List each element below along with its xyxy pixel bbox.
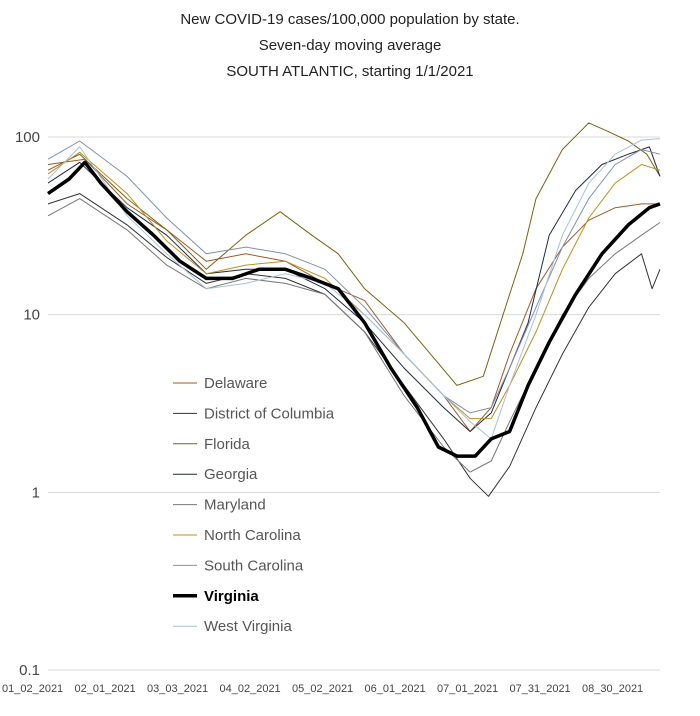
legend-label: District of Columbia [204,405,335,422]
x-tick-label: 07_31_2021 [510,683,571,695]
legend-label: Delaware [204,375,267,392]
y-tick-label: 0.1 [19,662,40,679]
legend: Delaware District of Columbia Florida Georg… [173,375,335,635]
y-tick-label: 10 [23,307,40,324]
title-line-2: Seven-day moving average [259,37,442,54]
series-line-north-carolina [47,151,661,420]
y-tick-label: 1 [32,484,40,501]
series-line-virginia [47,160,661,458]
y-axis: 0.1 1 10 100 [15,129,40,679]
x-tick-label: 01_02_2021 [2,683,63,695]
title-line-3: SOUTH ATLANTIC, starting 1/1/2021 [226,63,473,80]
legend-label: West Virginia [204,618,292,635]
series-line-maryland [47,198,661,473]
legend-label: Georgia [204,466,258,483]
x-tick-label: 04_02_2021 [220,683,281,695]
series-line-delaware [47,158,660,432]
title-line-1: New COVID-19 cases/100,000 population by… [180,11,519,28]
x-tick-label: 03_03_2021 [147,683,208,695]
y-tick-label: 100 [15,129,40,146]
series-lines [47,122,661,497]
series-line-florida [47,122,661,386]
series-line-south-carolina [47,140,661,414]
chart-title: New COVID-19 cases/100,000 population by… [180,11,519,80]
x-tick-label: 02_01_2021 [75,683,136,695]
x-tick-label: 05_02_2021 [292,683,353,695]
x-tick-label: 06_01_2021 [365,683,426,695]
legend-label: Virginia [204,588,259,605]
x-tick-label: 07_01_2021 [437,683,498,695]
gridlines [48,136,660,671]
legend-label: Florida [204,436,251,453]
series-line-georgia [47,146,661,432]
series-line-district-of-columbia [47,193,661,497]
legend-label: South Carolina [204,557,304,574]
legend-label: Maryland [204,497,266,514]
x-tick-label: 08_30_2021 [582,683,643,695]
x-axis: 01_02_2021 02_01_2021 03_03_2021 04_02_2021… [2,683,643,695]
series-line-west-virginia [47,138,661,440]
legend-label: North Carolina [204,527,301,544]
